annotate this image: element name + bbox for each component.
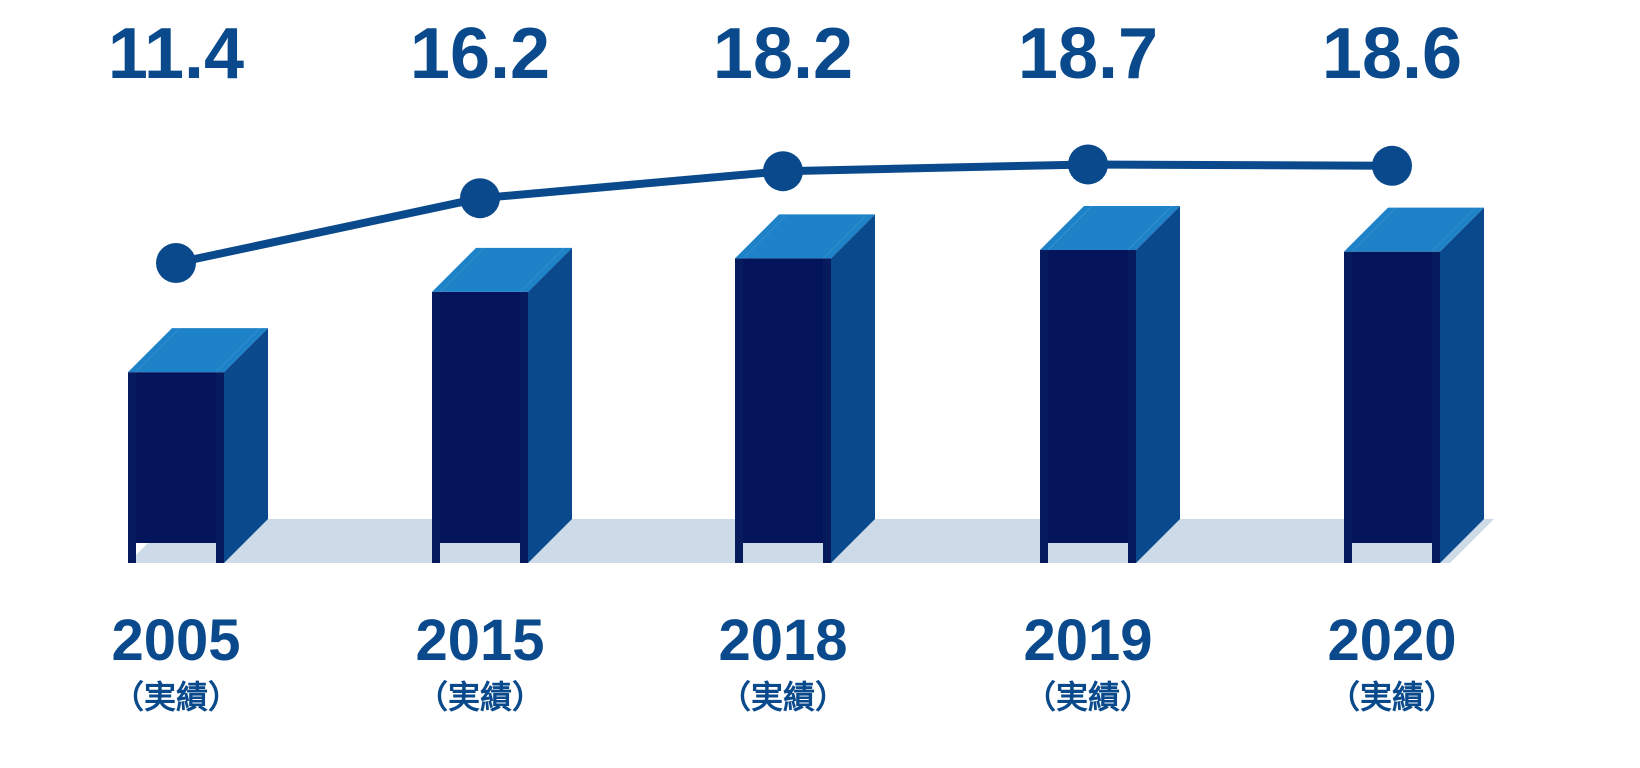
bar-side-face — [224, 328, 268, 563]
bar-right-flange-top — [216, 328, 268, 373]
bar-left-flange — [735, 258, 743, 563]
bar-web-top — [1352, 207, 1476, 252]
bar-web — [743, 258, 823, 543]
bar-web-top — [440, 247, 564, 292]
year-note-label: （実績） — [1328, 678, 1456, 716]
bar-side-face — [831, 214, 875, 563]
bar-web — [1352, 251, 1432, 543]
bar-left-flange — [1344, 251, 1352, 563]
bar-2015 — [432, 247, 572, 564]
year-label: 2005 — [111, 608, 240, 673]
trend-point-2018 — [763, 151, 803, 192]
bar-left-flange-top — [128, 328, 180, 373]
bar-left-flange-top — [1344, 207, 1396, 252]
value-label: 18.7 — [1018, 14, 1158, 94]
year-note-label: （実績） — [1024, 678, 1152, 716]
year-note-label: （実績） — [719, 678, 847, 716]
bar-right-flange — [520, 291, 528, 563]
trend-point-2005 — [156, 243, 196, 283]
bar-web-top — [136, 328, 260, 373]
bar-right-flange — [216, 372, 224, 563]
year-label: 2020 — [1327, 608, 1456, 673]
bar-right-flange-top — [1128, 206, 1180, 250]
bar-side-face — [528, 247, 572, 564]
value-label: 11.4 — [108, 14, 244, 94]
bar-left-flange-top — [735, 214, 787, 259]
bar-web — [136, 372, 216, 543]
bar-left-flange — [1040, 250, 1048, 563]
bar-left-flange-top — [432, 247, 484, 292]
bar-web — [1048, 250, 1128, 543]
bar-right-flange-top — [520, 247, 572, 292]
bar-left-flange — [128, 372, 136, 563]
bar-2018 — [735, 214, 875, 563]
trend-point-2019 — [1068, 144, 1108, 185]
bar-right-flange — [823, 258, 831, 563]
bar-2005 — [128, 328, 268, 563]
year-label: 2019 — [1023, 608, 1152, 673]
value-label: 18.6 — [1322, 14, 1462, 94]
bar-right-flange-top — [1432, 207, 1484, 252]
year-note-label: （実績） — [112, 678, 240, 716]
bar-2019 — [1040, 206, 1180, 563]
bar-web-top — [1048, 206, 1172, 250]
bar-side-face — [1136, 206, 1180, 563]
bar-left-flange — [432, 291, 440, 563]
bar-right-flange-top — [823, 214, 875, 259]
bar-side-face — [1440, 207, 1484, 563]
value-label: 18.2 — [713, 14, 853, 94]
year-label: 2018 — [718, 608, 847, 673]
bar-web-top — [743, 214, 867, 259]
bar-right-flange — [1432, 251, 1440, 563]
trend-point-2015 — [460, 178, 500, 219]
year-label: 2015 — [415, 608, 544, 673]
value-label: 16.2 — [410, 14, 550, 94]
bar-left-flange-top — [1040, 206, 1092, 250]
year-note-label: （実績） — [416, 678, 544, 716]
bar-right-flange — [1128, 250, 1136, 563]
trend-point-2020 — [1372, 145, 1412, 186]
bar-2020 — [1344, 207, 1484, 563]
bar-web — [440, 291, 520, 543]
